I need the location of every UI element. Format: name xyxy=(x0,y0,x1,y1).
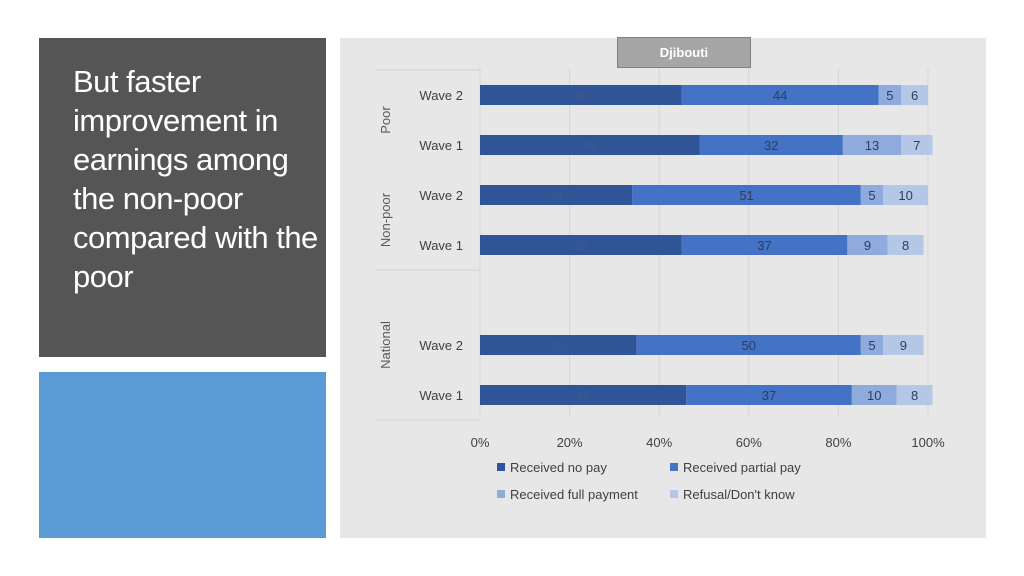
bar-segment xyxy=(851,385,897,405)
bar-segment xyxy=(699,135,843,155)
category-label: Wave 1 xyxy=(419,238,463,253)
stacked-bar-chart: Poor Non-poor National Wave 2 45 44 5 6 Wave 1 49… xyxy=(376,68,945,502)
x-tick-label: 60% xyxy=(736,435,762,450)
group-label: Non-poor xyxy=(378,192,393,247)
bar-segment xyxy=(860,335,884,355)
data-label: 51 xyxy=(739,188,753,203)
bar-segment xyxy=(878,85,902,105)
bar-segment xyxy=(480,335,637,355)
bar-segment xyxy=(887,235,924,255)
legend-label: Received partial pay xyxy=(683,460,801,475)
bar-segment xyxy=(896,385,933,405)
x-tick-label: 0% xyxy=(471,435,490,450)
decorative-blue-panel xyxy=(39,372,326,538)
data-label: 34 xyxy=(549,188,563,203)
bar-segment xyxy=(847,235,888,255)
data-label: 5 xyxy=(868,338,875,353)
title-panel: But faster improvement in earnings among… xyxy=(39,38,326,357)
bar-segment xyxy=(883,185,928,205)
category-label: Wave 2 xyxy=(419,188,463,203)
bar-segment xyxy=(901,85,928,105)
data-label: 9 xyxy=(864,238,871,253)
legend-swatch xyxy=(497,490,505,498)
bar-segment xyxy=(480,135,700,155)
bar-segment xyxy=(636,335,861,355)
data-label: 13 xyxy=(865,138,879,153)
legend-swatch xyxy=(670,490,678,498)
bar-segment xyxy=(860,185,884,205)
bar-segment xyxy=(681,235,848,255)
bar-segment xyxy=(632,185,861,205)
group-label: National xyxy=(378,321,393,369)
x-tick-label: 40% xyxy=(646,435,672,450)
bar-segment xyxy=(480,185,633,205)
data-label: 8 xyxy=(902,238,909,253)
data-label: 8 xyxy=(911,388,918,403)
data-label: 5 xyxy=(868,188,875,203)
category-label: Wave 2 xyxy=(419,338,463,353)
data-label: 5 xyxy=(886,88,893,103)
legend-swatch xyxy=(497,463,505,471)
data-label: 50 xyxy=(742,338,756,353)
data-label: 37 xyxy=(762,388,776,403)
data-label: 44 xyxy=(773,88,787,103)
category-label: Wave 2 xyxy=(419,88,463,103)
slide-title: But faster improvement in earnings among… xyxy=(73,64,318,294)
data-label: 35 xyxy=(551,338,565,353)
data-label: 32 xyxy=(764,138,778,153)
bar-segment xyxy=(686,385,852,405)
legend-label: Refusal/Don't know xyxy=(683,487,795,502)
data-label: 10 xyxy=(867,388,881,403)
chart-panel: Poor Non-poor National Wave 2 45 44 5 6 Wave 1 49… xyxy=(340,37,986,538)
data-label: 9 xyxy=(900,338,907,353)
x-tick-label: 20% xyxy=(557,435,583,450)
x-tick-label: 100% xyxy=(911,435,945,450)
bar-segment xyxy=(480,385,687,405)
data-label: 7 xyxy=(913,138,920,153)
bar-segment xyxy=(480,85,682,105)
data-label: 37 xyxy=(757,238,771,253)
bar-segment xyxy=(883,335,924,355)
data-label: 10 xyxy=(898,188,912,203)
bar-segment xyxy=(901,135,933,155)
legend-label: Received full payment xyxy=(510,487,638,502)
data-label: 46 xyxy=(576,388,590,403)
bar-segment xyxy=(480,235,682,255)
legend-label: Received no pay xyxy=(510,460,607,475)
bar-segment xyxy=(681,85,879,105)
category-label: Wave 1 xyxy=(419,138,463,153)
bar-segment xyxy=(842,135,902,155)
data-label: 45 xyxy=(574,238,588,253)
group-label: Poor xyxy=(378,106,393,134)
category-label: Wave 1 xyxy=(419,388,463,403)
data-label: 49 xyxy=(583,138,597,153)
data-label: 6 xyxy=(911,88,918,103)
legend-swatch xyxy=(670,463,678,471)
chart-title: Djibouti xyxy=(617,37,751,68)
x-tick-label: 80% xyxy=(825,435,851,450)
data-label: 45 xyxy=(574,88,588,103)
